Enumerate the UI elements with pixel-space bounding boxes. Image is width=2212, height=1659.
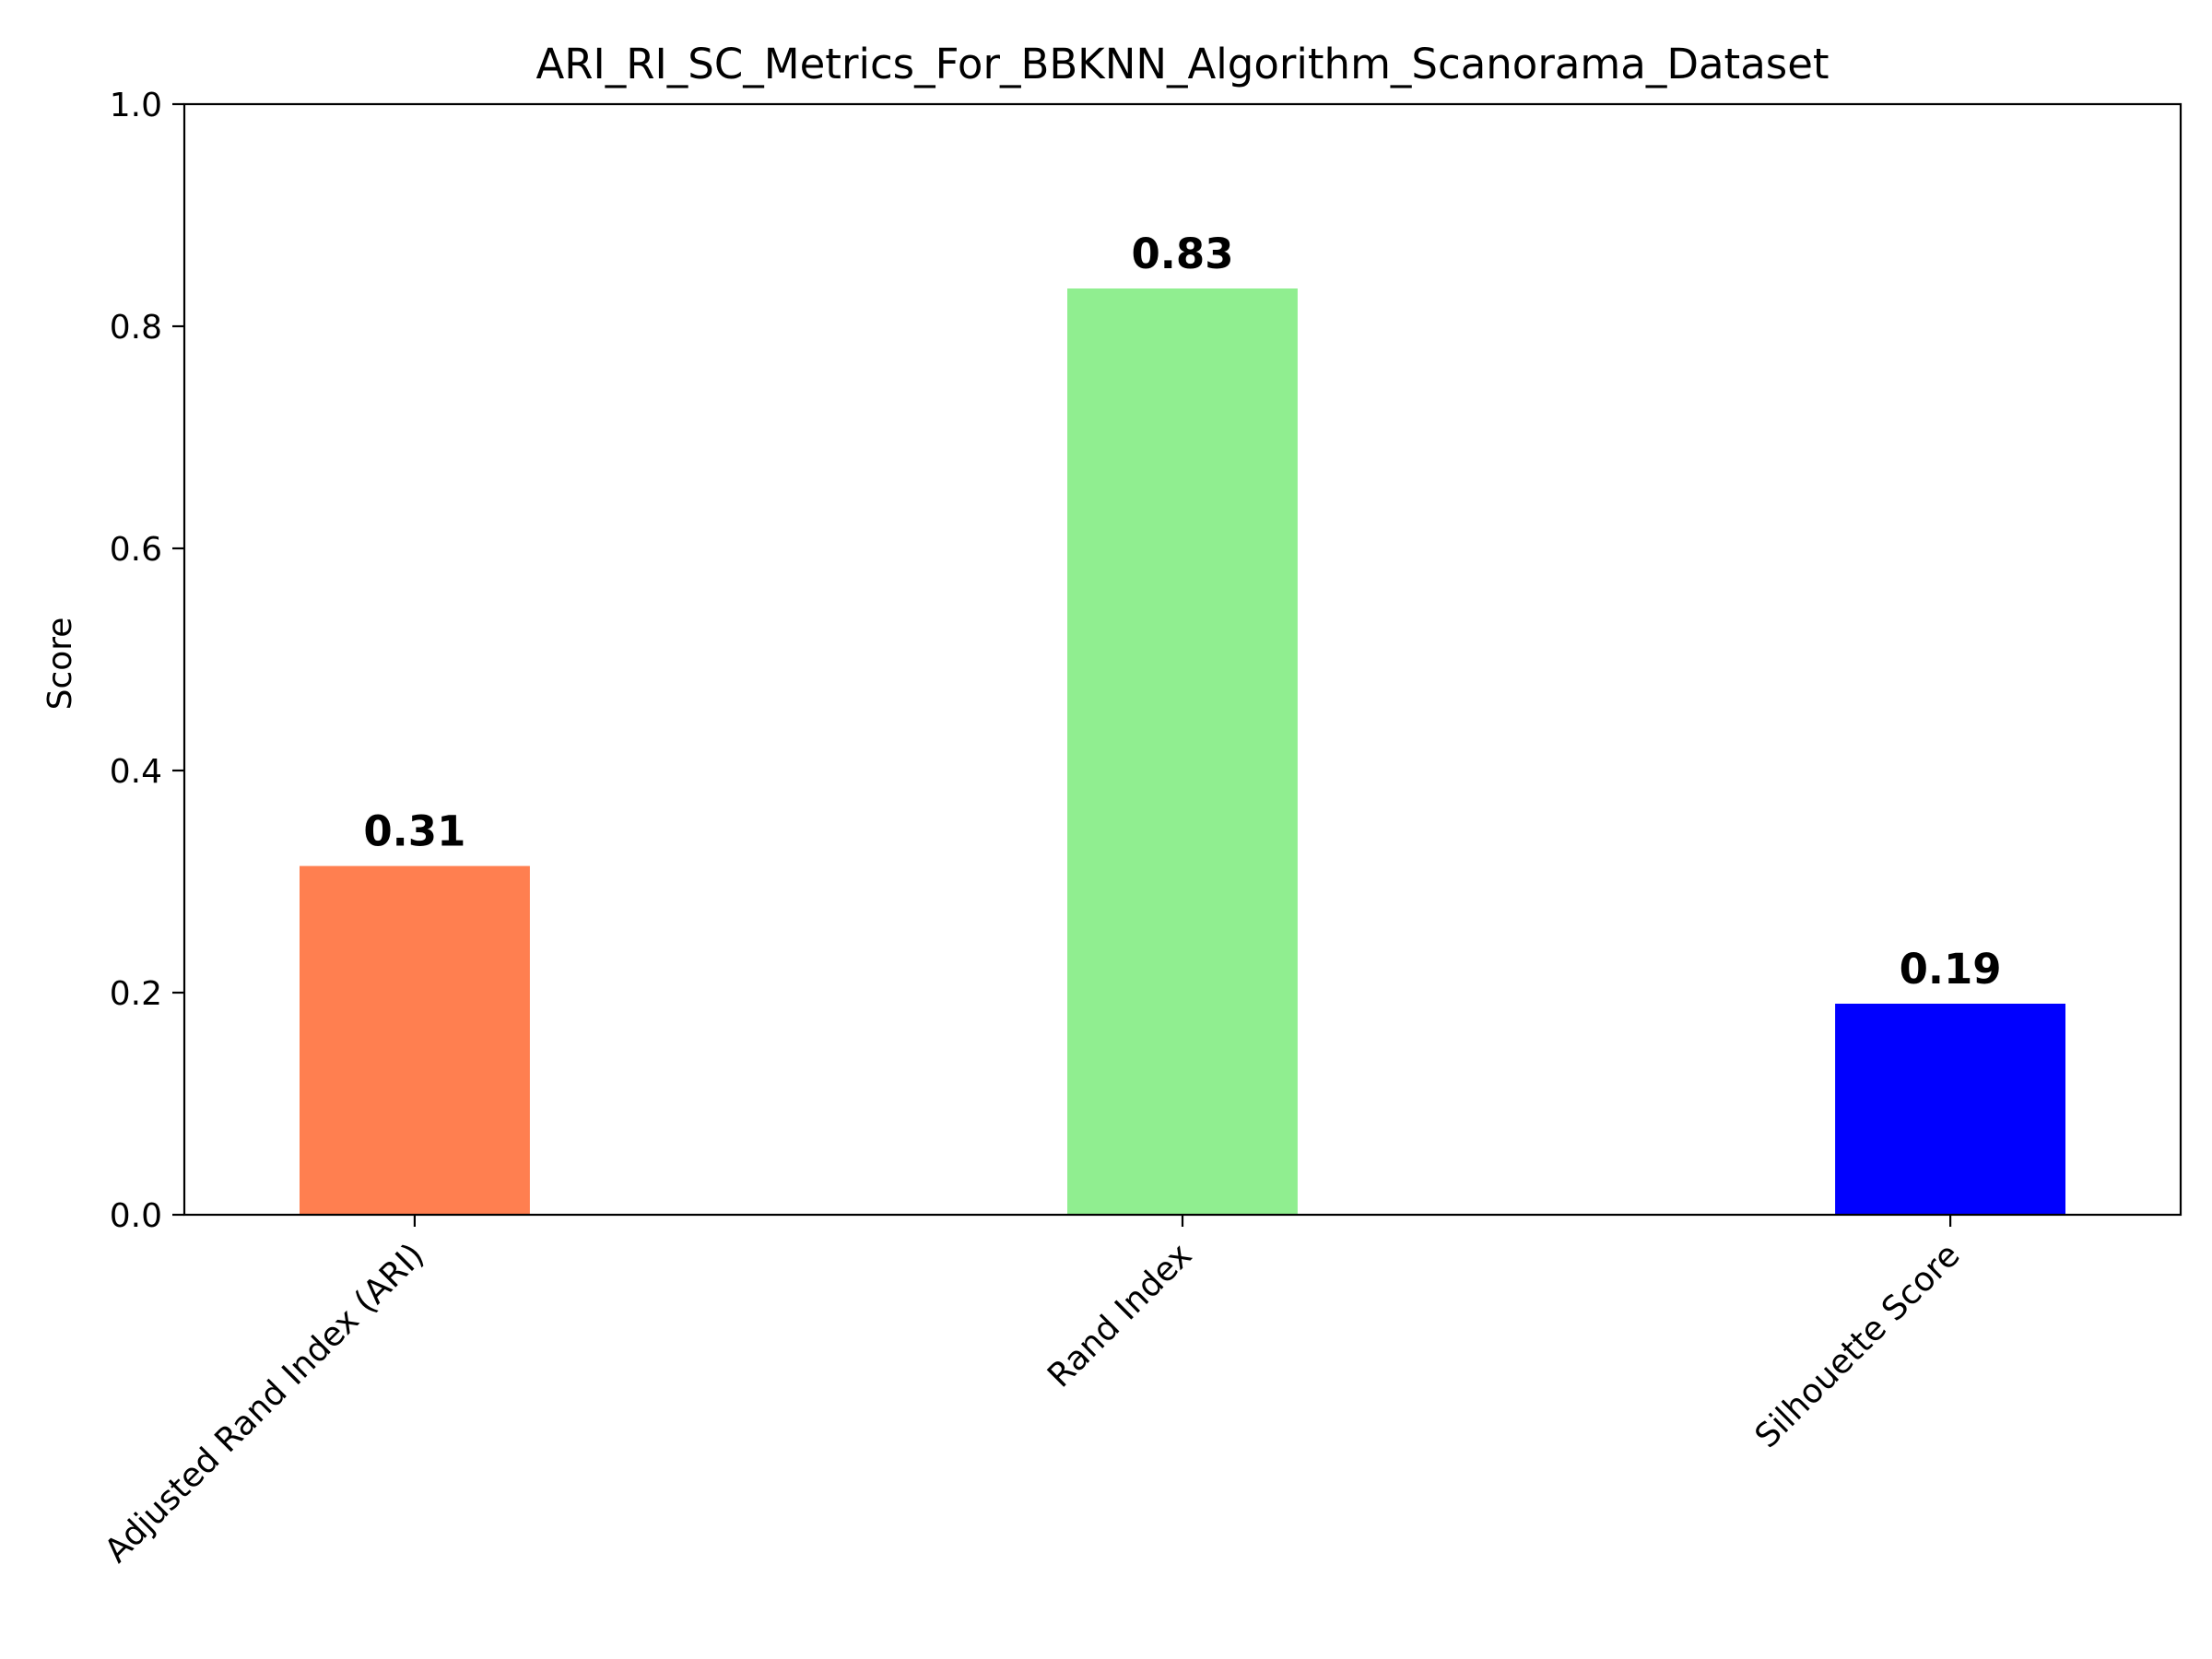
bar-2	[1067, 288, 1298, 1215]
bar-3	[1835, 1004, 2065, 1215]
y-tick-label-4: 0.6	[110, 531, 162, 569]
y-axis-label: Score	[41, 618, 79, 711]
chart-title: ARI_RI_SC_Metrics_For_BBKNN_Algorithm_Sc…	[535, 40, 1829, 88]
bar-1	[300, 865, 530, 1215]
y-tick-label-1: 0.0	[110, 1197, 162, 1235]
y-tick-label-6: 1.0	[110, 87, 162, 124]
y-tick-label-5: 0.8	[110, 309, 162, 347]
data-label-3: 0.19	[1900, 945, 2002, 994]
x-tick-label-1: Adjusted Rand Index (ARI)	[98, 1236, 431, 1570]
y-tick-label-2: 0.2	[110, 975, 162, 1013]
x-tick-label-2: Rand Index	[1041, 1236, 1199, 1394]
y-tick-label-3: 0.4	[110, 753, 162, 791]
plot-area: 0.31 0.83 0.19 0.0 0.2 0.4 0.6 0.8 1.0 Adjusted R…	[98, 87, 2183, 1571]
data-label-2: 0.83	[1131, 229, 1233, 278]
data-label-1: 0.31	[363, 807, 465, 856]
x-tick-label-3: Silhouette Score	[1748, 1236, 1968, 1455]
